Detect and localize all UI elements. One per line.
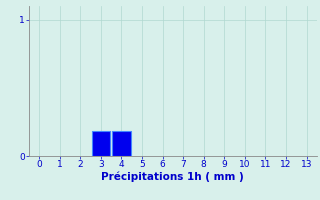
Bar [112,131,131,156]
Bar [92,131,110,156]
X-axis label: Précipitations 1h ( mm ): Précipitations 1h ( mm ) [101,172,244,182]
